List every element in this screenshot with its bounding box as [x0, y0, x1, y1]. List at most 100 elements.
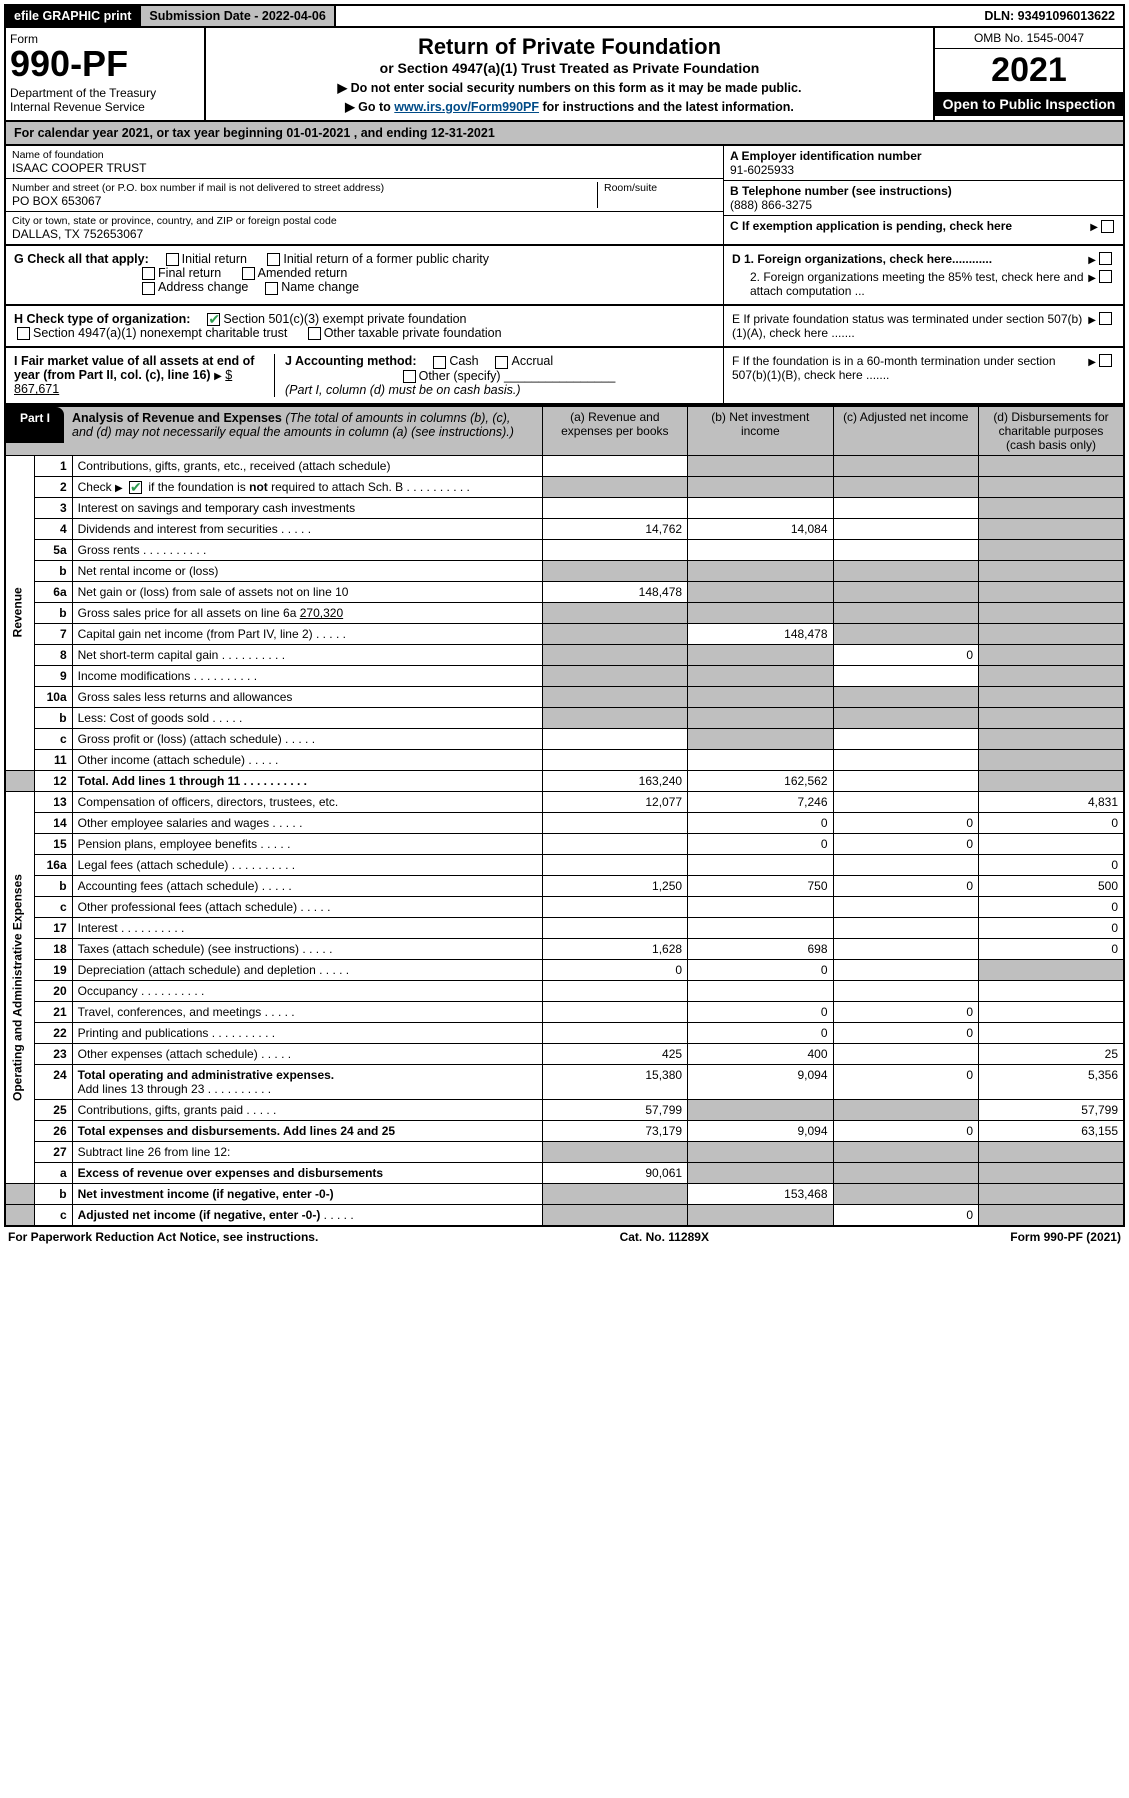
footer-right: Form 990-PF (2021): [1010, 1230, 1121, 1244]
cell-value: 0: [688, 813, 833, 834]
expenses-section-label: Operating and Administrative Expenses: [5, 792, 34, 1184]
city-label: City or town, state or province, country…: [12, 215, 717, 227]
entity-info: Name of foundation ISAAC COOPER TRUST Nu…: [4, 146, 1125, 246]
table-row: 24 Total operating and administrative ex…: [5, 1065, 1124, 1100]
j-label: J Accounting method:: [285, 354, 416, 368]
cell-value: 7,246: [688, 792, 833, 813]
d1-checkbox[interactable]: [1099, 252, 1112, 265]
cell-value: 9,094: [688, 1065, 833, 1100]
cell-value: 0: [979, 939, 1125, 960]
line-num: 3: [34, 498, 72, 519]
line-desc: Taxes (attach schedule) (see instruction…: [72, 939, 542, 960]
f-checkbox[interactable]: [1099, 354, 1112, 367]
part1-tab: Part I: [6, 407, 64, 443]
cell-value: 0: [833, 876, 978, 897]
line-num: 24: [34, 1065, 72, 1100]
g-opt-2: Final return: [158, 266, 221, 280]
form-subtitle: or Section 4947(a)(1) Trust Treated as P…: [216, 60, 923, 76]
table-row: 2 Check if the foundation is not require…: [5, 476, 1124, 497]
form-header: Form 990-PF Department of the Treasury I…: [4, 28, 1125, 122]
line-num: 13: [34, 792, 72, 813]
table-row: 12 Total. Add lines 1 through 11 163,240…: [5, 771, 1124, 792]
form-title: Return of Private Foundation: [216, 34, 923, 60]
cell-value: 12,077: [542, 792, 687, 813]
dept-treasury: Department of the Treasury Internal Reve…: [10, 86, 200, 114]
g-final-return-checkbox[interactable]: [142, 267, 155, 280]
h-other-checkbox[interactable]: [308, 327, 321, 340]
d2-checkbox[interactable]: [1099, 270, 1112, 283]
foundation-name: ISAAC COOPER TRUST: [12, 161, 717, 175]
section-h-e: H Check type of organization: Section 50…: [4, 306, 1125, 348]
cell-value: 425: [542, 1044, 687, 1065]
line-desc: Other employee salaries and wages: [72, 813, 542, 834]
g-amended-checkbox[interactable]: [242, 267, 255, 280]
line-desc: Capital gain net income (from Part IV, l…: [72, 624, 542, 645]
table-row: 17 Interest 0: [5, 918, 1124, 939]
section-g-d: G Check all that apply: Initial return I…: [4, 246, 1125, 306]
line-num: a: [34, 1163, 72, 1184]
cell-value: 0: [833, 1023, 978, 1044]
line-desc: Printing and publications: [72, 1023, 542, 1044]
line-desc: Less: Cost of goods sold: [72, 708, 542, 729]
g-name-change-checkbox[interactable]: [265, 282, 278, 295]
ein-label: A Employer identification number: [730, 149, 1117, 163]
line-desc: Depreciation (attach schedule) and deple…: [72, 960, 542, 981]
table-row: Operating and Administrative Expenses 13…: [5, 792, 1124, 813]
line-desc: Other expenses (attach schedule): [72, 1044, 542, 1065]
cell-value: 0: [833, 813, 978, 834]
line-num: 10a: [34, 687, 72, 708]
cell-value: 0: [688, 960, 833, 981]
h-4947-checkbox[interactable]: [17, 327, 30, 340]
table-row: 7 Capital gain net income (from Part IV,…: [5, 624, 1124, 645]
line-desc: Occupancy: [72, 981, 542, 1002]
table-row: 16a Legal fees (attach schedule) 0: [5, 855, 1124, 876]
phone-label: B Telephone number (see instructions): [730, 184, 1117, 198]
revenue-section-label: Revenue: [5, 455, 34, 770]
g-initial-return-checkbox[interactable]: [166, 253, 179, 266]
j-cash-checkbox[interactable]: [433, 356, 446, 369]
line-desc: Net rental income or (loss): [72, 561, 542, 582]
j-accrual-checkbox[interactable]: [495, 356, 508, 369]
line-num: 1: [34, 455, 72, 476]
j-other-checkbox[interactable]: [403, 370, 416, 383]
g-initial-former-checkbox[interactable]: [267, 253, 280, 266]
c-checkbox[interactable]: [1101, 220, 1114, 233]
h-501c3-checkbox[interactable]: [207, 313, 220, 326]
line-desc: Contributions, gifts, grants paid: [72, 1100, 542, 1121]
schb-checkbox[interactable]: [129, 481, 142, 494]
line-desc: Gross sales less returns and allowances: [72, 687, 542, 708]
room-label: Room/suite: [604, 182, 717, 194]
cell-value: 0: [688, 1002, 833, 1023]
g-opt-1: Initial return of a former public charit…: [283, 252, 489, 266]
line-num: 25: [34, 1100, 72, 1121]
h-opt-1: Section 4947(a)(1) nonexempt charitable …: [33, 326, 287, 340]
footer-left: For Paperwork Reduction Act Notice, see …: [8, 1230, 318, 1244]
cell-value: 0: [979, 918, 1125, 939]
line-num: 21: [34, 1002, 72, 1023]
table-row: 23 Other expenses (attach schedule) 425 …: [5, 1044, 1124, 1065]
line-num: 12: [34, 771, 72, 792]
calendar-year-row: For calendar year 2021, or tax year begi…: [4, 122, 1125, 146]
table-row: 5a Gross rents: [5, 540, 1124, 561]
col-c-header: (c) Adjusted net income: [833, 406, 978, 456]
table-row: a Excess of revenue over expenses and di…: [5, 1163, 1124, 1184]
table-row: 21 Travel, conferences, and meetings 0 0: [5, 1002, 1124, 1023]
cell-value: 14,762: [542, 519, 687, 540]
h-label: H Check type of organization:: [14, 312, 190, 326]
e-checkbox[interactable]: [1099, 312, 1112, 325]
g-address-change-checkbox[interactable]: [142, 282, 155, 295]
arrow-icon: [1088, 252, 1096, 266]
cell-value: 57,799: [979, 1100, 1125, 1121]
table-row: 20 Occupancy: [5, 981, 1124, 1002]
cell-value: 63,155: [979, 1121, 1125, 1142]
irs-link[interactable]: www.irs.gov/Form990PF: [394, 100, 539, 114]
table-row: 22 Printing and publications 0 0: [5, 1023, 1124, 1044]
page-footer: For Paperwork Reduction Act Notice, see …: [4, 1227, 1125, 1247]
table-row: 18 Taxes (attach schedule) (see instruct…: [5, 939, 1124, 960]
cell-value: 0: [688, 1023, 833, 1044]
line-num: c: [34, 729, 72, 750]
line-desc: Net investment income (if negative, ente…: [72, 1184, 542, 1205]
g-opt-4: Address change: [158, 280, 248, 294]
part1-table: Part I Analysis of Revenue and Expenses …: [4, 405, 1125, 1227]
line-num: 20: [34, 981, 72, 1002]
